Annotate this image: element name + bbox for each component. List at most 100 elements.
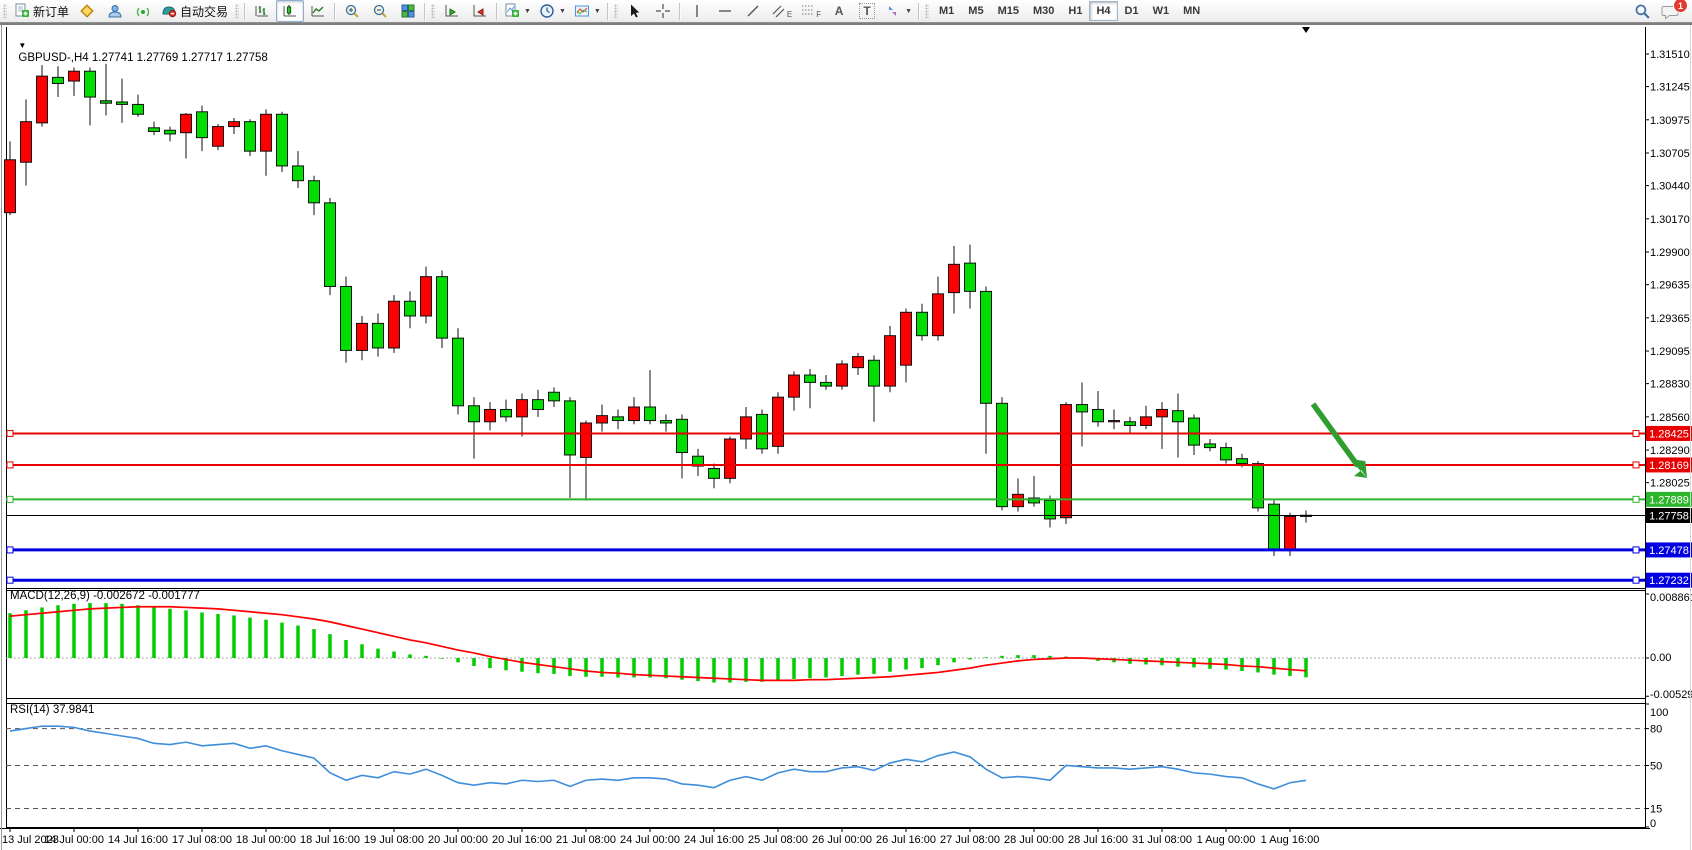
- tile-windows-icon: [401, 4, 415, 18]
- indicators-dropdown-icon[interactable]: ▼: [524, 7, 531, 15]
- text-tool-icon: A: [834, 4, 844, 18]
- metaeditor-icon: [80, 4, 94, 18]
- candle: [884, 335, 896, 387]
- svg-text:1.30170: 1.30170: [1650, 214, 1690, 226]
- chart-title[interactable]: ▼ GBPUSD-,H4 1.27741 1.27769 1.27717 1.2…: [12, 28, 267, 64]
- line-handle[interactable]: [1632, 461, 1640, 469]
- price-axis[interactable]: 1.31510 1.31245 1.30975 1.30705 1.30440 1.301…: [1645, 49, 1690, 490]
- horizontal-line-tool-button[interactable]: [711, 0, 739, 22]
- arrows-dropdown-icon[interactable]: ▼: [905, 7, 913, 15]
- zoom-in-button[interactable]: [338, 0, 366, 22]
- toolbar-separator: [678, 2, 681, 20]
- auto-trading-button[interactable]: 自动交易: [157, 0, 232, 22]
- line-handle[interactable]: [1632, 495, 1640, 503]
- arrows-tool-button[interactable]: ▼: [881, 0, 916, 22]
- toolbar-separator: [334, 2, 337, 20]
- candle: [708, 468, 720, 479]
- zoom-out-button[interactable]: [366, 0, 394, 22]
- cursor-tool-button[interactable]: [621, 0, 649, 22]
- toolbar-grip[interactable]: [431, 4, 436, 18]
- line-handle[interactable]: [6, 461, 14, 469]
- templates-icon: [574, 5, 589, 17]
- horizontal-price-line[interactable]: [6, 546, 1645, 554]
- community-button[interactable]: [101, 0, 129, 22]
- candle: [388, 300, 400, 349]
- timeframe-m30-button[interactable]: M30: [1032, 5, 1055, 17]
- svg-text:-0.005294: -0.005294: [1650, 689, 1692, 701]
- trendline-tool-button[interactable]: [739, 0, 767, 22]
- horizontal-price-line[interactable]: [6, 495, 1645, 503]
- svg-text:24 Jul 16:00: 24 Jul 16:00: [684, 834, 744, 846]
- timeframe-h1-button[interactable]: H1: [1068, 5, 1083, 17]
- timeframe-m5-button[interactable]: M5: [968, 5, 984, 17]
- line-handle[interactable]: [6, 429, 14, 437]
- indicators-button[interactable]: ▼: [500, 0, 535, 22]
- trend-arrow-object[interactable]: [1310, 402, 1369, 478]
- templates-dropdown-icon[interactable]: ▼: [593, 7, 601, 15]
- search-button[interactable]: [1628, 0, 1656, 22]
- tile-windows-button[interactable]: [394, 0, 422, 22]
- candle: [740, 416, 752, 440]
- trendline-icon: [747, 5, 759, 17]
- macd-axis: 0.008861 0.00 -0.005294: [1645, 592, 1692, 701]
- line-handle[interactable]: [6, 576, 14, 584]
- timeframe-m1-button[interactable]: M1: [939, 5, 955, 17]
- candle: [164, 129, 176, 135]
- svg-text:0.00: 0.00: [1650, 652, 1671, 664]
- candle: [916, 311, 928, 337]
- periods-dropdown-icon[interactable]: ▼: [558, 7, 566, 15]
- candle: [244, 121, 256, 152]
- line-chart-button[interactable]: [304, 0, 332, 22]
- crosshair-tool-button[interactable]: [649, 0, 677, 22]
- candle: [372, 322, 384, 349]
- text-tool-button[interactable]: A: [825, 0, 853, 22]
- candle: [452, 337, 464, 407]
- candle: [724, 438, 736, 479]
- horizontal-price-line[interactable]: [6, 429, 1645, 437]
- vertical-line-tool-button[interactable]: [683, 0, 711, 22]
- symbol-dropdown-icon[interactable]: ▼: [18, 41, 27, 50]
- candles-layer[interactable]: [4, 63, 1312, 556]
- text-label-tool-button[interactable]: T: [853, 0, 881, 22]
- toolbar-grip[interactable]: [235, 4, 240, 18]
- candle: [516, 399, 528, 418]
- timeframe-d1-button[interactable]: D1: [1124, 5, 1139, 17]
- signals-button[interactable]: [129, 0, 157, 22]
- candlestick-chart-button[interactable]: [276, 0, 305, 22]
- line-handle[interactable]: [6, 495, 14, 503]
- line-handle[interactable]: [1632, 576, 1640, 584]
- new-order-button[interactable]: 新订单: [10, 0, 73, 22]
- bar-chart-button[interactable]: [248, 0, 276, 22]
- toolbar-grip[interactable]: [925, 4, 930, 18]
- candle: [820, 381, 832, 387]
- timeframe-h4-button[interactable]: H4: [1089, 1, 1118, 21]
- toolbar-grip[interactable]: [613, 4, 618, 18]
- candle: [1044, 499, 1056, 520]
- svg-text:1 Aug 00:00: 1 Aug 00:00: [1197, 834, 1256, 846]
- line-handle[interactable]: [1632, 546, 1640, 554]
- timeframe-w1-button[interactable]: W1: [1152, 5, 1170, 17]
- notifications-button[interactable]: 1: [1656, 0, 1688, 22]
- chart-shift-button[interactable]: [466, 0, 494, 22]
- horizontal-price-line[interactable]: [6, 576, 1645, 584]
- svg-text:21 Jul 08:00: 21 Jul 08:00: [556, 834, 616, 846]
- templates-button[interactable]: ▼: [570, 0, 605, 22]
- horizontal-price-line[interactable]: [6, 461, 1645, 469]
- channel-tool-button[interactable]: E: [767, 0, 796, 22]
- fibonacci-tool-button[interactable]: F: [796, 0, 825, 22]
- metaeditor-button[interactable]: [73, 0, 101, 22]
- svg-text:31 Jul 08:00: 31 Jul 08:00: [1132, 834, 1192, 846]
- toolbar-separator: [424, 2, 427, 20]
- line-handle[interactable]: [6, 546, 14, 554]
- svg-text:24 Jul 00:00: 24 Jul 00:00: [620, 834, 680, 846]
- auto-scroll-button[interactable]: [438, 0, 466, 22]
- line-handle[interactable]: [1632, 429, 1640, 437]
- periods-button[interactable]: ▼: [535, 0, 570, 22]
- toolbar-grip[interactable]: [3, 4, 7, 18]
- timeframe-m15-button[interactable]: M15: [997, 5, 1019, 17]
- auto-trading-label: 自动交易: [180, 4, 229, 19]
- candle: [580, 422, 592, 458]
- timeframe-mn-button[interactable]: MN: [1183, 5, 1201, 17]
